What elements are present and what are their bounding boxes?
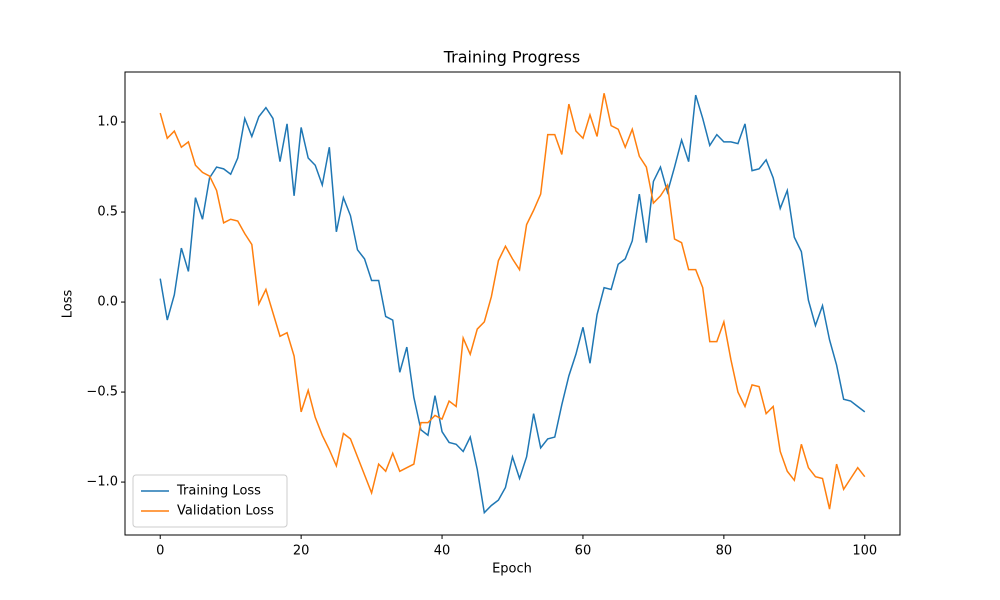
x-tick-label: 40 (434, 544, 451, 559)
x-tick-label: 0 (156, 544, 164, 559)
y-tick-label: 0.0 (97, 295, 118, 310)
legend-box (132, 474, 288, 528)
plot-frame (124, 71, 901, 536)
y-axis-label: Loss (61, 290, 76, 319)
y-tick-label: 1.0 (97, 115, 118, 130)
y-tick-label: 0.5 (97, 205, 118, 220)
y-tick-label: −1.0 (86, 475, 118, 490)
x-axis-label: Epoch (492, 562, 532, 577)
y-tick-label: −0.5 (86, 385, 118, 400)
chart-title: Training Progress (443, 48, 581, 67)
legend-label: Validation Loss (177, 504, 274, 519)
series-line (159, 94, 866, 515)
x-tick-label: 80 (716, 544, 733, 559)
x-tick-label: 20 (293, 544, 310, 559)
legend-label: Training Loss (176, 484, 261, 499)
x-tick-label: 60 (575, 544, 592, 559)
x-tick-label: 100 (852, 544, 877, 559)
series-line (159, 93, 866, 510)
